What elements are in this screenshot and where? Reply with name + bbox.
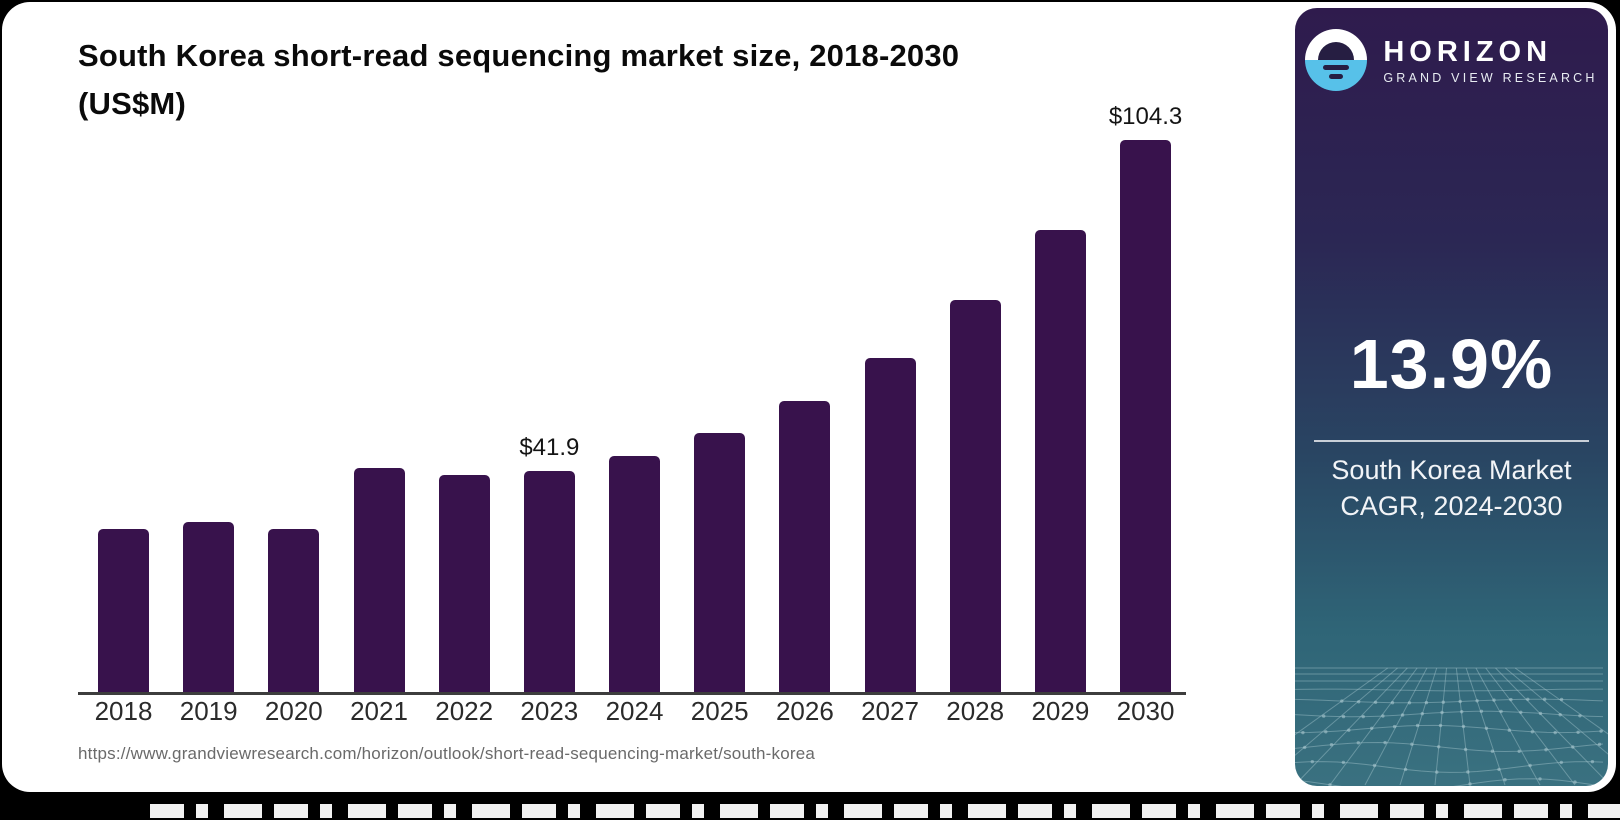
bar-2029: [1034, 230, 1086, 693]
bar-2026: [779, 401, 831, 693]
cagr-label-line1: South Korea Market: [1331, 455, 1572, 485]
bottom-dashes: [150, 804, 1620, 818]
bar-2020: [268, 529, 320, 693]
cagr-label: South Korea Market CAGR, 2024-2030: [1295, 452, 1608, 524]
x-tick-2027: 2027: [861, 696, 919, 726]
bar-2030: [1120, 140, 1172, 693]
brand-name: HORIZON: [1383, 35, 1553, 68]
bar-2021: [353, 468, 405, 693]
bar-2022: [438, 475, 490, 693]
value-label-2030: $104.3: [1108, 103, 1183, 130]
x-tick-2018: 2018: [94, 696, 153, 726]
sidebar-panel: HORIZON GRAND VIEW RESEARCH 13.9% South …: [1295, 8, 1608, 786]
horizon-logo: HORIZON GRAND VIEW RESEARCH: [1295, 29, 1608, 91]
brand-subtitle: GRAND VIEW RESEARCH: [1383, 70, 1598, 85]
main-card: South Korea short-read sequencing market…: [2, 2, 1616, 792]
stat-divider: [1314, 440, 1589, 442]
x-tick-2025: 2025: [690, 696, 749, 726]
x-tick-2026: 2026: [775, 696, 834, 726]
cagr-label-line2: CAGR, 2024-2030: [1340, 491, 1563, 521]
cagr-value: 13.9%: [1349, 325, 1554, 403]
bar-2023: [523, 471, 575, 693]
bar-2027: [864, 358, 916, 693]
horizon-sun-icon: [1305, 29, 1368, 91]
x-tick-2024: 2024: [605, 696, 664, 726]
value-label-2023: $41.9: [519, 434, 580, 461]
bar-2019: [183, 522, 235, 693]
source-url: https://www.grandviewresearch.com/horizo…: [78, 744, 816, 763]
x-tick-2029: 2029: [1031, 696, 1090, 726]
wireframe-mesh: [1295, 667, 1608, 786]
bar-2025: [694, 433, 746, 693]
bottom-dashed-strip: [0, 792, 1620, 820]
chart-title-line2: (US$M): [78, 86, 186, 121]
bar-2028: [949, 300, 1001, 693]
x-axis-line: [78, 692, 1186, 695]
x-tick-2021: 2021: [350, 696, 408, 726]
bar-2018: [98, 529, 149, 693]
chart-title: South Korea short-read sequencing market…: [78, 32, 1158, 128]
x-tick-2019: 2019: [179, 696, 238, 726]
x-tick-2030: 2030: [1116, 696, 1175, 726]
x-tick-2022: 2022: [435, 696, 494, 726]
x-tick-2028: 2028: [946, 696, 1005, 726]
x-tick-2023: 2023: [520, 696, 579, 726]
x-tick-2020: 2020: [264, 696, 323, 726]
bar-2024: [609, 456, 661, 693]
chart-title-line1: South Korea short-read sequencing market…: [78, 38, 960, 73]
